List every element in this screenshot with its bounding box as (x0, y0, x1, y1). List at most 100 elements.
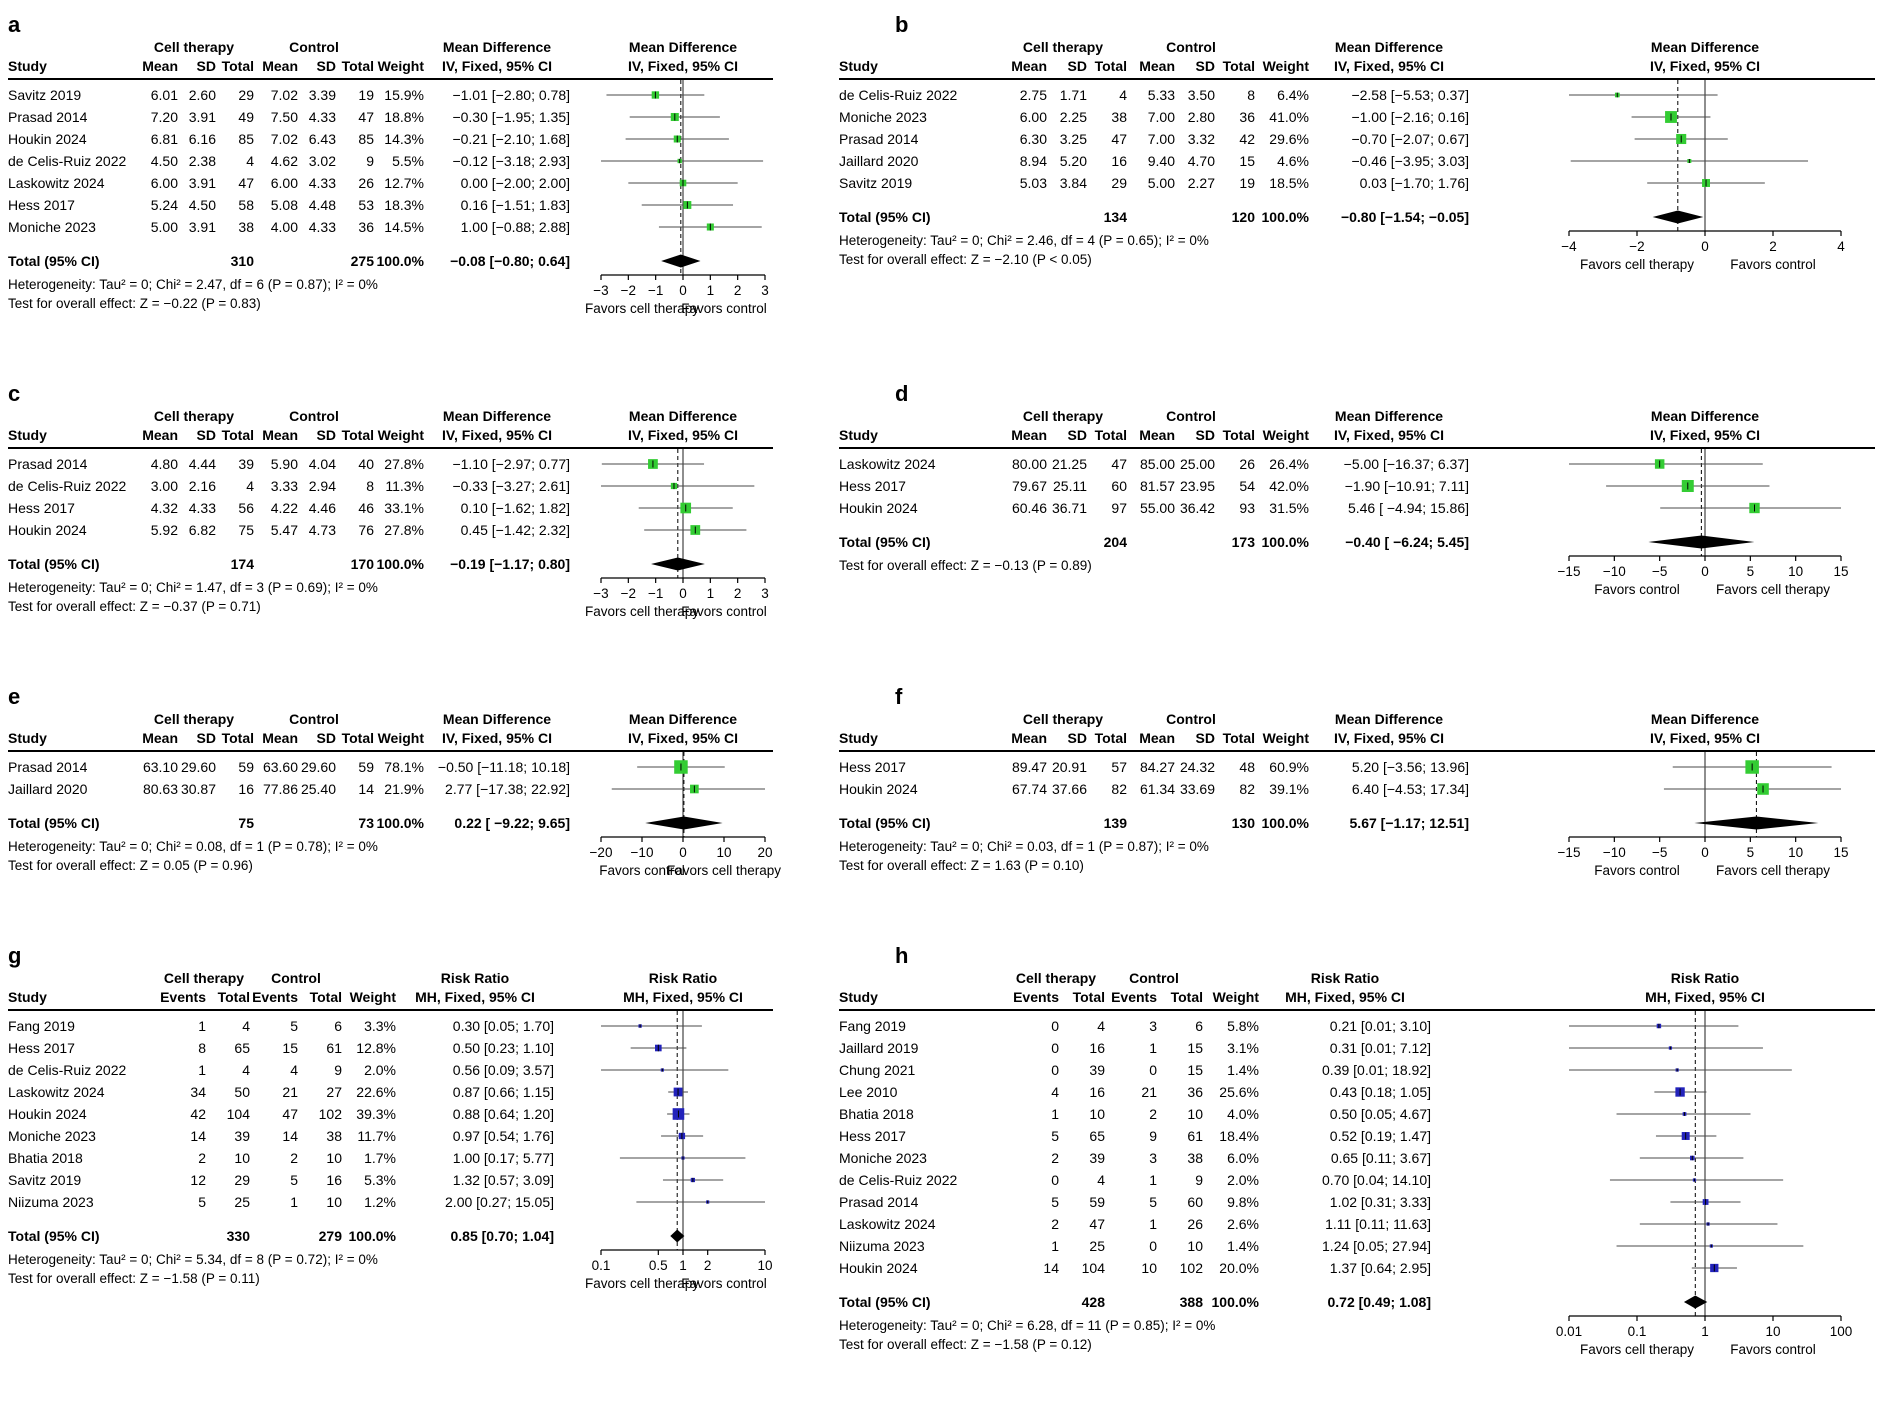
group2-value: 26 (358, 175, 374, 191)
weight-value: 1.2% (364, 1194, 396, 1210)
axis-tick-label: −2 (1629, 239, 1644, 254)
total-spacer (134, 812, 178, 834)
weight-value: 15.9% (384, 87, 424, 103)
group1-value: 80.63 (142, 781, 178, 797)
study-name: Laskowitz 2024 (8, 175, 105, 191)
group1-value: 4.50 (150, 153, 178, 169)
plot-effect-header: Risk Ratio (648, 970, 718, 986)
study-row: Laskowitz 2024 2 47 1 26 2.6% 1.11 [0.11; 11.6… (839, 1213, 1881, 1235)
group1-value: 10 (1089, 1106, 1105, 1122)
overall-test-text: Test for overall effect: Z = −1.58 (P = … (8, 1271, 260, 1286)
overall-test-text: Test for overall effect: Z = 1.63 (P = 0… (839, 858, 1084, 873)
favors-left-label: Favors cell therapy (585, 1276, 699, 1291)
forest-plot-f: −15 −10 −5 0 5 10 15 Favors control Favors cell … (1558, 752, 1849, 878)
study-row: Savitz 2019 6.01 2.60 29 7.02 3.39 19 15.9% −1.0… (8, 84, 779, 106)
total-n2: 170 (350, 556, 374, 572)
study-row: de Celis-Ruiz 2022 4.50 2.38 4 4.62 3.02 9 5.5%… (8, 150, 779, 172)
group2-value: 55.00 (1139, 500, 1175, 516)
header-spacer (8, 969, 158, 988)
total-n2: 120 (1231, 209, 1255, 225)
favors-right-label: Favors control (1730, 257, 1816, 272)
total-row: Total (95% CI) 139 130 100.0% 5.67 [−1.17; 1… (795, 812, 1881, 834)
group1-value: 59 (1089, 1194, 1105, 1210)
weight-value: 6.4% (1277, 87, 1309, 103)
model-header: IV, Fixed, 95% CI (442, 58, 552, 74)
header-rule (8, 750, 773, 752)
subcolumn-header: Total (221, 427, 254, 443)
axis-tick-label: −4 (1561, 239, 1577, 254)
group1-value: 97 (1111, 500, 1127, 516)
total-spacer (1105, 1291, 1157, 1313)
total-n2: 130 (1231, 815, 1255, 831)
total-ci-text: −0.40 [ −6.24; 5.45] (1345, 534, 1469, 550)
group2-value: 4.33 (308, 219, 336, 235)
group2-header: Control (289, 711, 339, 727)
ci-text: 0.45 [−1.42; 2.32] (460, 522, 570, 538)
group1-value: 1 (1051, 1106, 1059, 1122)
group2-value: 25.40 (300, 781, 336, 797)
subcolumn-header: SD (1195, 58, 1215, 74)
ci-text: −0.33 [−3.27; 2.61] (452, 478, 570, 494)
subcolumn-header: Mean (262, 427, 298, 443)
study-name: Moniche 2023 (839, 109, 927, 125)
subcolumn-header: Weight (349, 989, 396, 1005)
group2-value: 59 (358, 759, 374, 775)
group2-value: 6 (1195, 1018, 1203, 1034)
header-rule (839, 750, 1875, 752)
ci-text: 0.03 [−1.70; 1.76] (1359, 175, 1469, 191)
total-n2: 279 (318, 1228, 342, 1244)
group2-value: 82 (1239, 781, 1255, 797)
axis-tick-label: 5 (1747, 564, 1755, 579)
total-spacer (1127, 812, 1175, 834)
study-name: Houkin 2024 (839, 500, 918, 516)
total-weight: 100.0% (376, 815, 424, 831)
study-row: Hess 2017 8 65 15 61 12.8% 0.50 [0.23; 1.10] (8, 1037, 779, 1059)
group2-value: 2.94 (308, 478, 336, 494)
group1-value: 6.82 (188, 522, 216, 538)
group1-value: 16 (1089, 1040, 1105, 1056)
header-spacer (8, 407, 134, 426)
group2-value: 60 (1187, 1194, 1203, 1210)
axis-tick-label: 3 (761, 586, 769, 601)
favors-left-label: Favors cell therapy (585, 604, 699, 619)
weight-value: 14.3% (384, 131, 424, 147)
group2-value: 4.04 (308, 456, 336, 472)
group1-value: 4 (1097, 1172, 1105, 1188)
subcolumn-header: Mean (142, 730, 178, 746)
group1-value: 4.44 (188, 456, 216, 472)
group2-value: 4 (290, 1062, 298, 1078)
subcolumn-header: Mean (1011, 58, 1047, 74)
study-row: Bhatia 2018 2 10 2 10 1.7% 1.00 [0.17; 5.77] (8, 1147, 779, 1169)
total-n2: 73 (358, 815, 374, 831)
study-row: Savitz 2019 12 29 5 16 5.3% 1.32 [0.57; 3.09] (8, 1169, 779, 1191)
total-weight: 100.0% (1261, 209, 1309, 225)
group1-header: Cell therapy (153, 39, 235, 55)
forest-plot-figure: a Cell therapy Control Mean Difference Study… (8, 12, 1881, 1357)
overall-test-text: Test for overall effect: Z = −0.22 (P = … (8, 296, 261, 311)
total-spacer (178, 812, 216, 834)
subcolumn-header: Weight (1212, 989, 1259, 1005)
effect-header: Mean Difference (1334, 408, 1444, 424)
header-spacer (839, 969, 1007, 988)
total-n1: 174 (230, 556, 254, 572)
column-headers: Study Events Total Events Total Weight MH, Fix… (795, 988, 1881, 1007)
total-ci-text: 0.85 [0.70; 1.04] (450, 1228, 554, 1244)
group2-value: 2 (1149, 1106, 1157, 1122)
study-row: Bhatia 2018 1 10 2 10 4.0% 0.50 [0.05; 4.67] (839, 1103, 1881, 1125)
group1-value: 8.94 (1019, 153, 1047, 169)
ci-text: 1.11 [0.11; 11.63] (1325, 1216, 1431, 1232)
group2-value: 84.27 (1139, 759, 1175, 775)
group2-value: 36 (1239, 109, 1255, 125)
group2-header: Control (289, 39, 339, 55)
axis-tick-label: −20 (590, 845, 613, 860)
total-n1: 204 (1103, 534, 1127, 550)
group2-value: 7.02 (270, 87, 298, 103)
axis-tick-label: −3 (593, 283, 608, 298)
total-label: Total (95% CI) (8, 556, 100, 572)
model-header: MH, Fixed, 95% CI (415, 989, 535, 1005)
group1-value: 4 (246, 478, 254, 494)
study-row: de Celis-Ruiz 2022 2.75 1.71 4 5.33 3.50 8 6.4%… (839, 84, 1881, 106)
group2-value: 16 (326, 1172, 342, 1188)
